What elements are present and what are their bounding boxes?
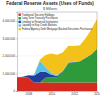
tick-label: 0 [13,89,15,93]
legend-label: Liquidity to Key Credit Markets [22,23,58,27]
tick-mark [16,73,17,74]
tick: 0 [13,89,17,93]
tick: 2012 [71,91,78,96]
area [17,19,97,77]
areas [17,19,97,91]
grid-line [17,38,97,39]
tick: 4,000,000 [3,19,17,23]
legend-swatch [19,24,21,26]
chart: Federal Reserve Assets (Uses of Funds)$ … [0,0,100,100]
legend-entry: Liquidity to Key Credit Markets [19,23,58,27]
legend-label: Long-Term Treasury Purchases [22,16,59,20]
tick-label: 2008 [26,92,33,96]
legend-swatch [19,17,21,19]
tick-mark [16,91,17,92]
tick-label: 4,000,000 [3,19,16,23]
tick-mark [16,21,17,22]
frame [97,12,98,91]
tick-mark [16,56,17,57]
tick: 2008 [26,91,33,96]
tick: 3,000,000 [3,37,17,41]
plot: 0 1,000,000 2,000,000 3,000,000 4,000,000 200… [3,12,100,96]
y-axis: 0 1,000,000 2,000,000 3,000,000 4,000,000 [3,13,18,94]
legend-entry: Lending to Financial Institutions [19,20,59,24]
legend-entry: Long-Term Treasury Purchases [19,16,59,20]
legend-swatch [19,21,21,23]
tick-label: 3,000,000 [3,37,16,41]
subtitle: $ Millions [43,7,57,11]
tick: 2014 [94,91,100,96]
tick-label: 2,000,000 [3,54,16,58]
tick: 2,000,000 [3,54,17,58]
x-axis: 2008 2010 2012 2014 [18,91,100,96]
legend: Traditional Security HoldingsLong-Term T… [19,13,93,31]
legend-label: Lending to Financial Institutions [22,20,59,24]
legend-label: Federal Agency Debt Mortgage-Backed Secu… [22,27,93,31]
tick-label: 2014 [94,92,100,96]
legend-entry: Traditional Security Holdings [19,13,56,17]
tick-label: 2010 [48,92,55,96]
legend-entry: Federal Agency Debt Mortgage-Backed Secu… [19,27,93,31]
title: Federal Reserve Assets (Uses of Funds) [6,1,94,6]
axis-line [16,13,18,92]
tick: 1,000,000 [3,72,17,76]
tick-label: 1,000,000 [3,72,16,76]
legend-swatch [19,14,21,16]
tick-mark [16,38,17,39]
tick: 2010 [48,91,55,96]
legend-label: Traditional Security Holdings [22,13,56,17]
frame [17,12,97,13]
tick-label: 2012 [71,92,78,96]
legend-swatch [19,28,21,30]
